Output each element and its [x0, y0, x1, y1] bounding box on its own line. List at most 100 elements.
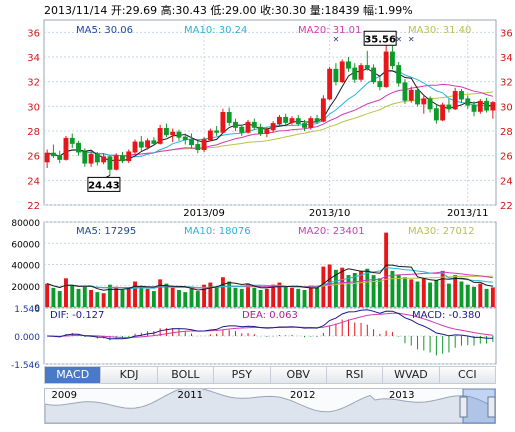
- volume-bar: [101, 293, 106, 307]
- candle-body: [182, 136, 188, 141]
- volume-bar: [283, 286, 288, 307]
- tab-rsi[interactable]: RSI: [326, 367, 384, 383]
- volume-bar: [45, 283, 50, 307]
- candle-body: [446, 104, 452, 110]
- candle-body: [471, 104, 477, 112]
- volume-bar: [57, 291, 62, 307]
- volume-bar: [277, 282, 282, 307]
- candle-body: [433, 108, 439, 121]
- volume-bar: [126, 287, 131, 307]
- candle-body: [195, 144, 201, 150]
- volume-bar: [70, 285, 75, 307]
- change-value: 1.99%: [377, 4, 413, 17]
- candle-body: [415, 89, 420, 105]
- tab-obv[interactable]: OBV: [270, 367, 327, 383]
- volume-bar: [246, 283, 250, 307]
- price-ytick-left: 28: [27, 127, 40, 138]
- price-ytick-left: 32: [27, 78, 40, 89]
- volume-ma-legend-ma5: MA5: 17295: [76, 226, 136, 237]
- volume-bar: [264, 288, 269, 307]
- candle-body: [371, 67, 377, 83]
- low-value: 29.00: [225, 4, 257, 17]
- candle-body: [157, 128, 163, 144]
- price-xtick: 2013/10: [309, 208, 351, 219]
- candle-body: [320, 98, 326, 122]
- candle-body: [76, 142, 81, 153]
- change-label: 幅:: [363, 4, 378, 17]
- navigator-year-label: 2012: [290, 390, 315, 401]
- tab-boll[interactable]: BOLL: [157, 367, 215, 383]
- price-ytick-right: 22: [500, 201, 513, 212]
- tab-macd[interactable]: MACD: [45, 367, 102, 383]
- candle-body: [364, 65, 370, 69]
- volume-ytick: 40000: [11, 262, 40, 272]
- volume-bar: [120, 290, 125, 307]
- open-value: 29.69: [125, 4, 158, 17]
- quote-date: 2013/11/14: [44, 4, 108, 17]
- price-ytick-left: 22: [27, 201, 40, 212]
- candle-body: [465, 98, 471, 106]
- volume-ytick: 0: [34, 304, 40, 314]
- tab-wvad[interactable]: WVAD: [383, 367, 440, 383]
- volume-bar: [377, 278, 382, 307]
- annotation-box: [363, 30, 397, 46]
- navigator-right-handle[interactable]: [487, 396, 496, 418]
- volume-bar: [183, 292, 188, 307]
- candle-body: [120, 155, 125, 162]
- volume-bar: [151, 291, 156, 307]
- volume-bar: [107, 284, 112, 307]
- volume-bar: [384, 232, 389, 307]
- volume-bar: [189, 288, 194, 307]
- volume-bar: [139, 285, 144, 307]
- close-value: 30.30: [274, 4, 307, 17]
- range-navigator[interactable]: 2009 2011 2012 2013: [44, 388, 496, 424]
- volume-bar: [472, 286, 476, 307]
- high-value: 30.43: [175, 4, 207, 17]
- navigator-year-label: 2009: [52, 390, 77, 401]
- candle-body: [358, 65, 364, 80]
- price-ytick-left: 34: [27, 53, 40, 64]
- volume-bar: [403, 277, 407, 307]
- macd-ytick: 1.546: [14, 305, 40, 315]
- candle-body: [69, 137, 75, 144]
- volume-bar: [296, 288, 301, 307]
- macd-legend-macd: MACD: -0.380: [412, 310, 481, 321]
- candle-body: [207, 130, 213, 141]
- period-marker-icon: ✕: [333, 35, 340, 44]
- volume-bar: [252, 287, 257, 307]
- tab-kdj[interactable]: KDJ: [101, 367, 158, 383]
- tab-cci[interactable]: CCI: [439, 367, 495, 383]
- price-plot-frame: [43, 19, 497, 206]
- candle-body: [314, 118, 320, 122]
- volume-bar: [352, 273, 357, 307]
- tab-psy[interactable]: PSY: [214, 367, 271, 383]
- candle-body: [389, 51, 395, 67]
- high-label: 高:: [160, 4, 176, 17]
- volume-ma-legend-ma20: MA20: 23401: [298, 226, 365, 237]
- volume-bar: [333, 269, 338, 307]
- volume-bar: [170, 287, 175, 307]
- volume-bar: [158, 279, 163, 307]
- macd-ytick: 0.000: [14, 333, 40, 343]
- volume-bar: [421, 278, 426, 307]
- candle-body: [408, 89, 414, 101]
- price-ytick-right: 26: [500, 152, 513, 163]
- price-ytick-left: 30: [27, 102, 40, 113]
- volume-bar: [302, 290, 307, 307]
- price-xtick: 2013/11: [447, 208, 489, 219]
- navigator-year-label: 2013: [389, 390, 414, 401]
- navigator-left-handle[interactable]: [459, 396, 468, 418]
- volume-bar: [164, 283, 169, 307]
- volume-bar: [220, 277, 225, 307]
- candle-body: [295, 118, 301, 125]
- candle-body: [427, 98, 433, 110]
- candle-body: [251, 121, 257, 128]
- volume-bar: [478, 283, 483, 307]
- candle-body: [440, 104, 446, 121]
- candle-body: [302, 123, 307, 128]
- candle-body: [132, 141, 138, 153]
- volume-bar: [390, 270, 395, 307]
- candle-body: [220, 112, 226, 133]
- quote-header: 2013/11/14 开:29.69 高:30.43 低:29.00 收:30.…: [44, 2, 514, 18]
- candle-body: [245, 121, 251, 133]
